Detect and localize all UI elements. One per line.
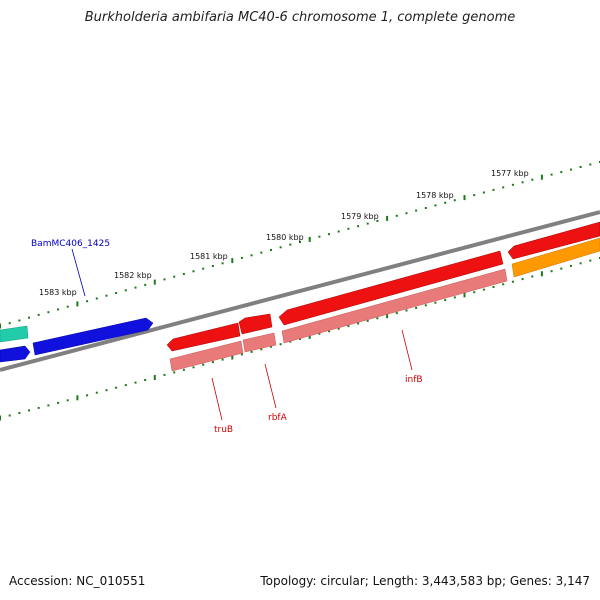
gene-rbfA[interactable] xyxy=(238,313,273,335)
label-truB: truB xyxy=(214,425,233,435)
topology-text: Topology: circular; Length: 3,443,583 bp… xyxy=(260,574,590,588)
leader-truB xyxy=(211,377,223,421)
tick-label-1578: 1578 kbp xyxy=(416,191,454,200)
tick-label-1580: 1580 kbp xyxy=(266,233,304,242)
leader-rbfA xyxy=(264,363,277,409)
backbone-arc xyxy=(0,210,600,372)
orange-gene[interactable] xyxy=(511,237,600,278)
cds-infB xyxy=(281,268,508,344)
tick-label-1582: 1582 kbp xyxy=(114,271,152,280)
teal-gene[interactable] xyxy=(0,325,29,343)
label-bamMC406-1425: BamMC406_1425 xyxy=(31,239,110,249)
leader-bamMC406-1425 xyxy=(71,248,86,297)
tick-label-1577: 1577 kbp xyxy=(491,169,529,178)
outer-tick-ring xyxy=(0,161,600,329)
cds-rbfA xyxy=(242,332,277,353)
cds-truB xyxy=(169,340,244,372)
tick-label-1579: 1579 kbp xyxy=(341,212,379,221)
tick-label-1583: 1583 kbp xyxy=(39,288,77,297)
accession-text: Accession: NC_010551 xyxy=(9,574,146,588)
map-title: Burkholderia ambifaria MC40-6 chromosome… xyxy=(84,10,516,25)
leader-infB xyxy=(401,329,413,371)
gene-truB[interactable] xyxy=(166,322,241,352)
blue-gene-left[interactable] xyxy=(0,345,31,363)
gene-infB[interactable] xyxy=(278,250,504,326)
tick-label-1581: 1581 kbp xyxy=(190,252,228,261)
gene-bamMC406-1425[interactable] xyxy=(32,317,154,356)
label-infB: infB xyxy=(405,375,423,385)
label-rbfA: rbfA xyxy=(268,413,288,423)
red-gene-right[interactable] xyxy=(507,221,600,260)
